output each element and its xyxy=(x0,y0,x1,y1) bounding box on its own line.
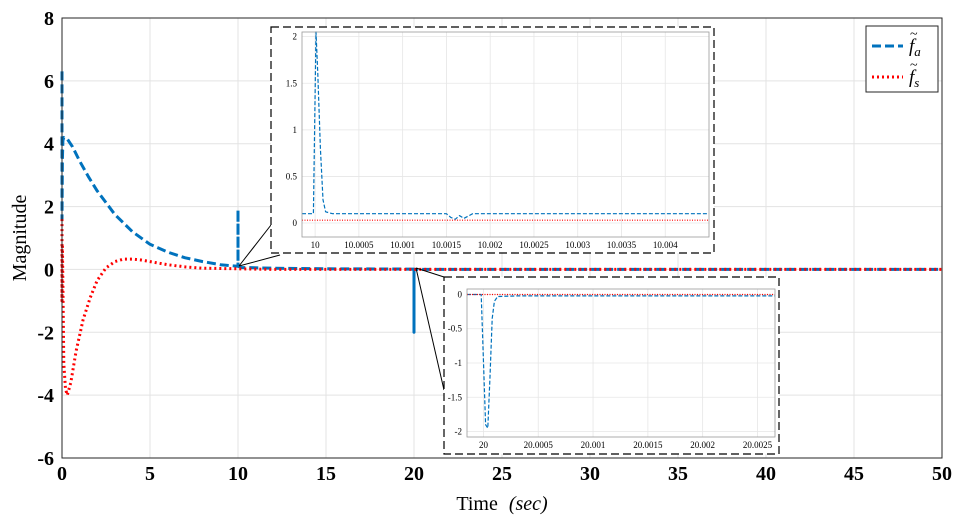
inset-1-y-tick-label: 1.5 xyxy=(286,78,298,88)
inset-2: 20 20.0005 20.001 20.0015 20.002 20.0025 0 -0.5… xyxy=(443,276,780,455)
legend-box xyxy=(865,25,939,93)
inset-1-y-tick-label: 0.5 xyxy=(286,171,298,181)
inset-1-y-tick-label: 0 xyxy=(293,218,298,228)
inset-2-x-tick-label: 20.002 xyxy=(690,440,715,450)
legend-tilde-fa: ~ xyxy=(910,27,918,42)
inset-1-x-tick-label: 10 xyxy=(311,240,321,250)
inset-2-y-tick-label: 0 xyxy=(458,289,463,299)
legend-label-fa: fa xyxy=(909,36,921,59)
legend-label-fa-base: f xyxy=(909,36,917,57)
inset-2-series-line-fa xyxy=(467,293,775,429)
inset-1-grid xyxy=(302,32,709,237)
connector-2-a xyxy=(415,267,445,278)
y-axis-label: Magnitude xyxy=(9,195,31,282)
x-axis-label-text: Time xyxy=(456,493,498,515)
main-axes-box xyxy=(61,17,943,459)
x-axis-label-unit: (sec) xyxy=(509,493,548,515)
inset-1: 10 10.0005 10.001 10.0015 10.002 10.0025 10.00… xyxy=(270,26,715,254)
main-x-tick-label: 25 xyxy=(492,463,512,485)
main-y-tick-label: 6 xyxy=(44,71,54,93)
main-x-tick-label: 15 xyxy=(316,463,336,485)
inset-1-frame xyxy=(270,26,715,254)
inset-1-x-tick-label: 10.004 xyxy=(653,240,678,250)
inset-2-y-tick-label: -1.5 xyxy=(448,392,463,402)
inset-1-series-line-fa xyxy=(302,31,709,220)
main-x-tick-label: 50 xyxy=(932,463,952,485)
legend-tilde-fs: ~ xyxy=(910,58,918,73)
inset-1-axes-box xyxy=(301,31,710,238)
connector-1-b xyxy=(238,254,281,267)
connector-1-a xyxy=(238,224,272,267)
inset-2-x-tick-label: 20.0015 xyxy=(633,440,663,450)
main-x-tick-label: 45 xyxy=(844,463,864,485)
main-x-tick-label: 5 xyxy=(145,463,155,485)
inset-2-x-tick-label: 20 xyxy=(479,440,489,450)
legend-label-fa-sub: a xyxy=(914,44,921,59)
inset-2-x-tick-label: 20.0005 xyxy=(524,440,554,450)
main-series-line-fa xyxy=(60,71,942,334)
inset-2-axes-box xyxy=(466,288,776,438)
inset-2-x-tick-label: 20.0025 xyxy=(743,440,773,450)
main-y-tick-label: -4 xyxy=(37,385,54,407)
inset-2-y-tick-label: -2 xyxy=(455,427,463,437)
legend-label-fs-sub: s xyxy=(914,75,919,90)
inset-1-y-tick-label: 1 xyxy=(293,125,298,135)
inset-1-x-tick-label: 10.0025 xyxy=(519,240,549,250)
main-y-tick-label: -6 xyxy=(37,448,54,470)
main-y-tick-label: -2 xyxy=(37,322,54,344)
connector-2-b xyxy=(415,267,445,391)
main-series-line-fs xyxy=(60,219,942,397)
inset-1-y-tick-label: 2 xyxy=(293,32,298,42)
main-series-group xyxy=(60,71,942,397)
main-x-tick-label: 20 xyxy=(404,463,424,485)
main-x-tick-label: 35 xyxy=(668,463,688,485)
legend-label-fs-base: f xyxy=(909,67,917,88)
inset-1-tick-labels: 10 10.0005 10.001 10.0015 10.002 10.0025 10.00… xyxy=(286,32,678,250)
x-axis-label: Time (sec) xyxy=(456,493,548,515)
inset-2-frame xyxy=(443,276,780,455)
main-y-tick-label: 0 xyxy=(44,259,54,281)
inset-1-x-tick-label: 10.001 xyxy=(390,240,415,250)
inset-1-x-tick-label: 10.002 xyxy=(478,240,503,250)
inset-2-x-tick-label: 20.001 xyxy=(581,440,606,450)
inset-2-y-tick-label: -0.5 xyxy=(448,324,463,334)
legend-label-fs: fs xyxy=(909,67,919,90)
inset-2-grid xyxy=(467,289,775,437)
inset-1-x-tick-label: 10.0035 xyxy=(607,240,637,250)
main-x-tick-label: 30 xyxy=(580,463,600,485)
inset-1-x-tick-label: 10.0015 xyxy=(432,240,462,250)
legend: fa ~ fs ~ xyxy=(865,25,939,93)
inset-2-y-tick-label: -1 xyxy=(455,358,463,368)
inset-2-series-group xyxy=(467,293,775,429)
inset-1-series-group xyxy=(302,31,709,221)
zoom-connectors xyxy=(238,224,445,391)
main-x-tick-label: 40 xyxy=(756,463,776,485)
main-y-tick-label: 8 xyxy=(44,8,54,30)
inset-2-tick-labels: 20 20.0005 20.001 20.0015 20.002 20.0025 0 -0.5… xyxy=(448,289,773,450)
inset-1-x-tick-label: 10.003 xyxy=(565,240,590,250)
main-x-tick-label: 10 xyxy=(228,463,248,485)
main-y-tick-label: 4 xyxy=(44,134,54,156)
inset-1-x-tick-label: 10.0005 xyxy=(344,240,374,250)
main-x-tick-label: 0 xyxy=(57,463,67,485)
main-y-tick-label: 2 xyxy=(44,197,54,219)
